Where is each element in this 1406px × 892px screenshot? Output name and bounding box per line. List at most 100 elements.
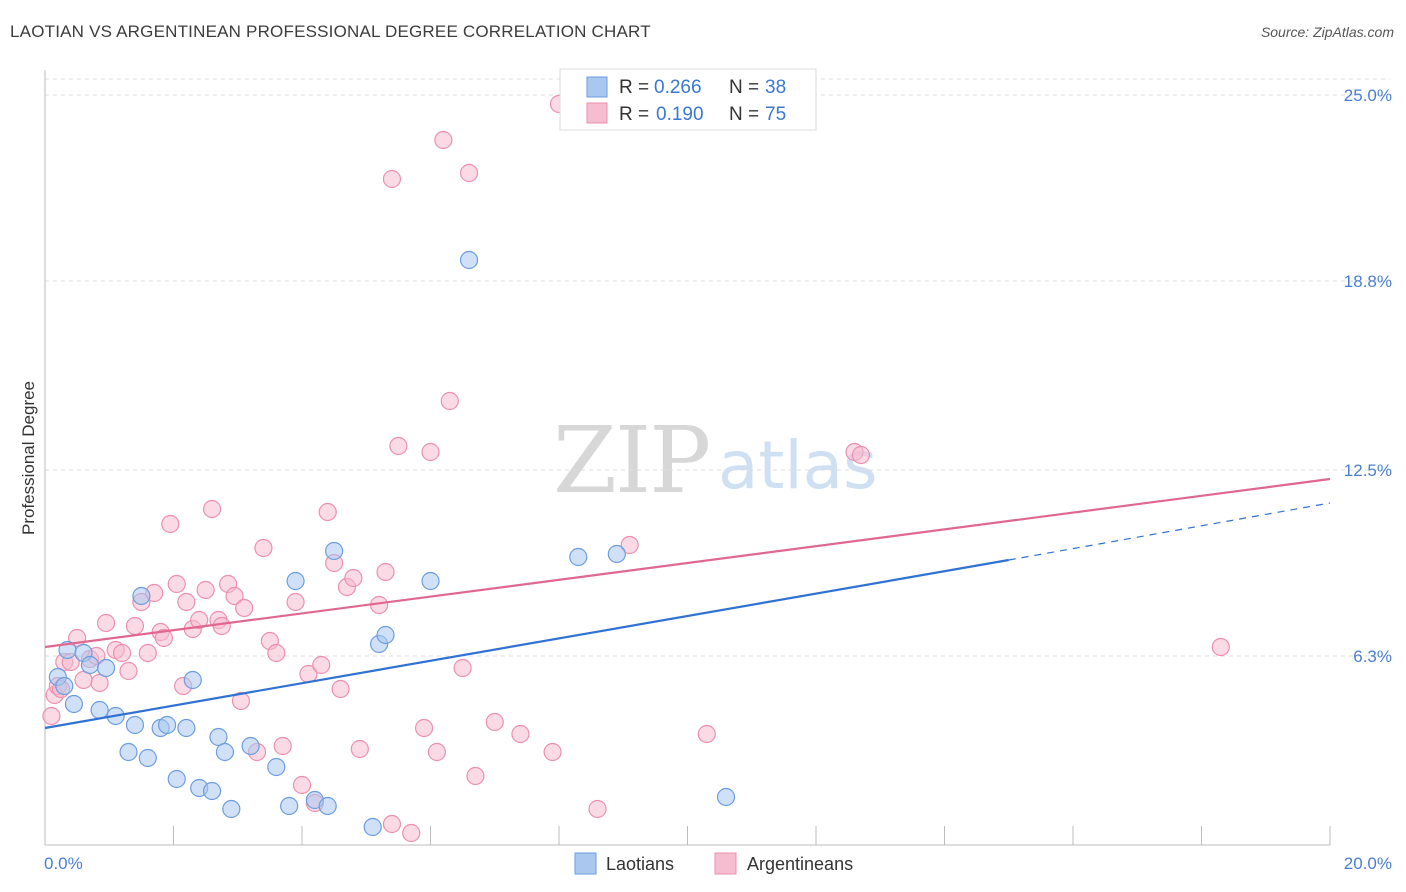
y-tick-label: 25.0% — [1344, 86, 1392, 105]
laotians-point — [607, 544, 626, 564]
argentineans-point — [382, 169, 402, 189]
laotians-point — [241, 736, 260, 756]
laotians-point — [716, 787, 736, 807]
argentineans-point — [414, 718, 434, 738]
laotians-point — [119, 742, 138, 762]
laotians-point — [138, 748, 157, 768]
argentineans-point — [196, 580, 215, 600]
laotians-point — [125, 715, 145, 735]
legend-n-label-laotians: N = — [729, 77, 759, 98]
laotians-point — [325, 541, 344, 561]
argentineans-point — [331, 679, 350, 699]
argentineans-point — [231, 691, 251, 711]
argentineans-point — [286, 592, 305, 612]
legend-swatch-argentineans — [586, 102, 608, 124]
laotians-point — [132, 586, 151, 606]
argentineans-point — [382, 814, 402, 834]
argentineans-point — [202, 499, 222, 519]
laotians-point — [177, 718, 196, 738]
argentineans-point — [427, 742, 447, 762]
y-tick-label: 6.3% — [1353, 647, 1392, 666]
laotians-point — [267, 757, 286, 777]
argentineans-point — [434, 130, 453, 150]
legend-n-value-argentineans: 75 — [765, 104, 786, 125]
source-credit: Source: ZipAtlas.com — [1260, 24, 1394, 40]
y-tick-label: 12.5% — [1344, 461, 1392, 480]
argentineans-point — [421, 442, 440, 462]
legend-n-value-laotians: 38 — [765, 77, 786, 98]
argentineans-point — [459, 163, 479, 183]
argentineans-point — [440, 391, 459, 411]
laotians-point — [90, 700, 109, 720]
argentineans-point — [267, 643, 286, 663]
laotians-point — [167, 769, 186, 789]
argentineans-point — [154, 628, 173, 648]
argentineans-point — [389, 436, 408, 456]
argentineans-point — [344, 568, 363, 588]
laotians-point — [64, 694, 84, 714]
bottom-legend-swatch-argentineans — [714, 852, 737, 875]
correlation-legend: R = 0.266 N = 38 R = 0.190 N = 75 — [559, 68, 817, 131]
x-axis-ticks — [44, 826, 1331, 845]
laotians-point — [363, 817, 382, 837]
argentineans-point — [402, 823, 421, 843]
argentineans-point — [167, 574, 186, 594]
laotians-point — [286, 571, 305, 591]
argentineans-point — [485, 712, 504, 732]
argentineans-point — [177, 592, 196, 612]
argentineans-point — [161, 514, 180, 534]
laotians-point — [96, 658, 116, 678]
argentineans-point — [190, 610, 209, 630]
argentineans-points — [42, 94, 1230, 843]
watermark-zip: ZIP — [553, 407, 709, 514]
laotians-point — [459, 250, 479, 270]
y-tick-labels: 6.3% 12.5% 18.8% 25.0% — [1344, 86, 1392, 666]
argentineans-point — [543, 742, 562, 762]
argentineans-point — [138, 643, 157, 663]
legend-r-value-laotians: 0.266 — [654, 77, 702, 98]
argentineans-trend-line — [44, 477, 1331, 649]
laotians-trend-extension — [1008, 502, 1331, 561]
argentineans-point — [620, 535, 639, 555]
argentineans-point — [235, 598, 254, 618]
laotians-points — [48, 250, 736, 837]
legend-r-label-laotians: R = — [619, 77, 649, 98]
argentineans-point — [119, 661, 138, 681]
chart-title: LAOTIAN VS ARGENTINEAN PROFESSIONAL DEGR… — [10, 22, 651, 41]
bottom-legend-label-laotians: Laotians — [606, 854, 674, 874]
laotians-point — [376, 625, 395, 645]
argentineans-point — [466, 766, 485, 786]
argentineans-point — [125, 616, 145, 636]
argentineans-point — [312, 655, 331, 675]
laotians-point — [222, 799, 241, 819]
laotians-point — [318, 796, 337, 816]
laotians-point — [569, 547, 588, 567]
argentineans-point — [588, 799, 607, 819]
argentineans-point — [212, 616, 231, 636]
x-tick-label-max: 20.0% — [1344, 854, 1392, 873]
laotians-point — [280, 796, 299, 816]
watermark-atlas: atlas — [718, 427, 878, 504]
laotians-point — [157, 715, 177, 735]
y-tick-label: 18.8% — [1344, 272, 1392, 291]
argentineans-point — [225, 586, 244, 606]
laotians-point — [202, 781, 222, 801]
bottom-legend-label-argentineans: Argentineans — [747, 854, 853, 874]
y-axis-label: Professional Degree — [19, 381, 38, 535]
legend-r-value-argentineans: 0.190 — [656, 104, 704, 125]
laotians-point — [80, 655, 100, 675]
laotians-point — [421, 571, 440, 591]
argentineans-point — [254, 538, 273, 558]
argentineans-point — [697, 724, 716, 744]
x-tick-label-min: 0.0% — [44, 854, 83, 873]
argentineans-point — [350, 739, 369, 759]
argentineans-point — [273, 736, 292, 756]
laotians-trend-line — [44, 558, 1009, 730]
argentineans-point — [1211, 637, 1230, 657]
argentineans-point — [96, 613, 116, 633]
trend-lines — [44, 477, 1331, 730]
argentineans-point — [376, 562, 395, 582]
argentineans-point — [112, 643, 132, 663]
bottom-legend-swatch-laotians — [574, 852, 597, 875]
